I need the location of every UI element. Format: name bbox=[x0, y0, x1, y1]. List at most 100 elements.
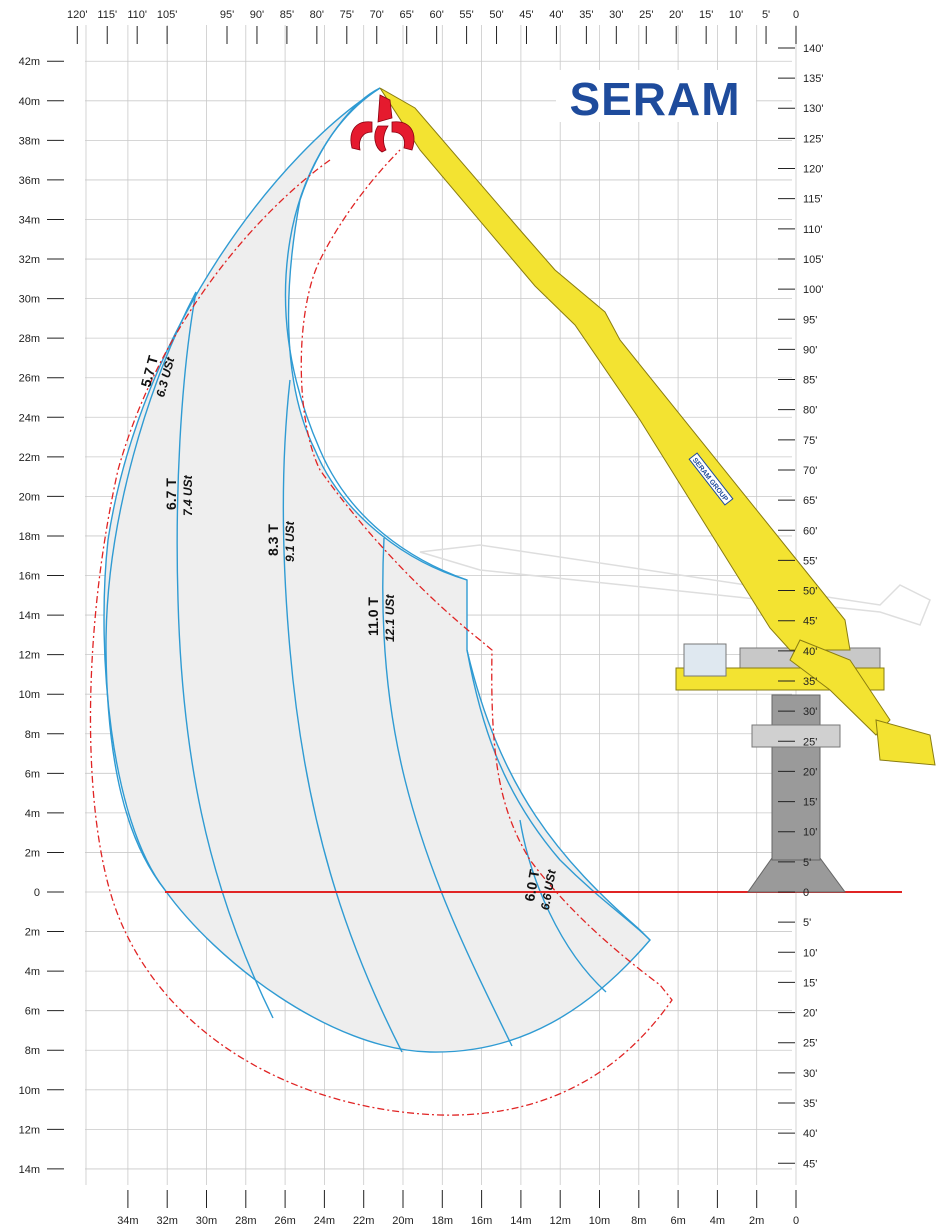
height-axis-metric: 42m 40m 38m 36m 34m 32m 30m 28m 26m 24m 22m 20m 18m 1… bbox=[19, 56, 64, 1176]
height-tick-feet-label: 20' bbox=[803, 766, 817, 778]
height-tick-label: 16m bbox=[19, 571, 40, 583]
height-tick-feet-label: 70' bbox=[803, 465, 817, 477]
height-tick-label: 10m bbox=[19, 1085, 40, 1097]
reach-tick-label: 30m bbox=[196, 1215, 217, 1227]
height-tick-feet-label: 50' bbox=[803, 586, 817, 598]
height-tick-feet-label: 15' bbox=[803, 977, 817, 989]
height-tick-label: 42m bbox=[19, 56, 40, 68]
height-tick-label: 24m bbox=[19, 412, 40, 424]
reach-tick-feet-label: 95' bbox=[220, 9, 234, 21]
capacity-8-3t-us-label: 9.1 USt bbox=[283, 520, 297, 562]
height-tick-feet-label: 85' bbox=[803, 375, 817, 387]
ghost-boom-silhouette bbox=[419, 544, 931, 626]
height-tick-feet-label: 0 bbox=[803, 887, 809, 899]
height-tick-label: 12m bbox=[19, 650, 40, 662]
capacity-line-8-3t bbox=[282, 379, 403, 1053]
reach-tick-feet-label: 0 bbox=[793, 9, 799, 21]
height-tick-feet-label: 45' bbox=[803, 616, 817, 628]
capacity-6-7t-us-label: 7.4 USt bbox=[181, 474, 195, 516]
reach-tick-label: 24m bbox=[314, 1215, 335, 1227]
height-tick-feet-label: 110' bbox=[803, 224, 823, 236]
reach-tick-feet-label: 60' bbox=[429, 9, 443, 21]
height-tick-label: 14m bbox=[19, 610, 40, 622]
height-tick-label: 18m bbox=[19, 531, 40, 543]
reach-tick-feet-label: 105' bbox=[157, 9, 177, 21]
height-axis-feet: 140' 135' 130' 125' 120' 115' 110' 105' 100' 95' 9… bbox=[778, 43, 823, 1170]
height-tick-feet-label: 30' bbox=[803, 1068, 817, 1080]
height-tick-label: 2m bbox=[25, 927, 40, 939]
height-tick-feet-label: 15' bbox=[803, 797, 817, 809]
height-tick-feet-label: 45' bbox=[803, 1158, 817, 1170]
reach-tick-feet-label: 30' bbox=[609, 9, 623, 21]
pedestal-column bbox=[771, 694, 821, 861]
height-tick-feet-label: 80' bbox=[803, 405, 817, 417]
height-tick-feet-label: 25' bbox=[803, 736, 817, 748]
reach-tick-feet-label: 40' bbox=[549, 9, 563, 21]
pedestal-platform bbox=[751, 724, 841, 748]
reach-tick-feet-label: 75' bbox=[340, 9, 354, 21]
height-tick-label: 8m bbox=[25, 1045, 40, 1057]
height-tick-label: 4m bbox=[25, 808, 40, 820]
reach-tick-label: 2m bbox=[749, 1215, 764, 1227]
reach-tick-label: 6m bbox=[670, 1215, 685, 1227]
height-tick-feet-label: 35' bbox=[803, 676, 817, 688]
height-tick-feet-label: 130' bbox=[803, 103, 823, 115]
reach-tick-label: 0 bbox=[793, 1215, 799, 1227]
capacity-line-5-7t bbox=[105, 291, 197, 891]
pedestal-base bbox=[747, 857, 846, 893]
reach-tick-label: 20m bbox=[392, 1215, 413, 1227]
height-tick-feet-label: 5' bbox=[803, 857, 811, 869]
height-tick-feet-label: 75' bbox=[803, 435, 817, 447]
capacity-6-7t-label: 6.7 T bbox=[163, 478, 179, 510]
height-tick-label: 38m bbox=[19, 135, 40, 147]
reach-tick-label: 4m bbox=[710, 1215, 725, 1227]
working-envelope-lower-boundary bbox=[466, 649, 651, 941]
reach-tick-feet-label: 25' bbox=[639, 9, 653, 21]
height-tick-feet-label: 20' bbox=[803, 1008, 817, 1020]
cabin bbox=[683, 643, 727, 677]
reach-tick-feet-label: 80' bbox=[310, 9, 324, 21]
counterweight-bucket bbox=[875, 719, 936, 766]
max-reach-limit-curve bbox=[89, 149, 673, 1116]
height-tick-label: 22m bbox=[19, 452, 40, 464]
reach-tick-label: 14m bbox=[510, 1215, 531, 1227]
reach-tick-feet-label: 15' bbox=[699, 9, 713, 21]
reach-axis-feet: 120' 115' 110' 105' 95' 90' 85' 80' 75' 70' 65' 60'… bbox=[67, 9, 799, 44]
capacity-11-0t-label: 11.0 T bbox=[365, 597, 381, 636]
height-tick-label: 20m bbox=[19, 491, 40, 503]
reach-tick-feet-label: 20' bbox=[669, 9, 683, 21]
reach-tick-feet-label: 35' bbox=[579, 9, 593, 21]
capacity-6-0t-label: 6.0 T bbox=[521, 868, 542, 903]
height-tick-feet-label: 30' bbox=[803, 706, 817, 718]
reach-tick-label: 10m bbox=[589, 1215, 610, 1227]
height-tick-label: 36m bbox=[19, 175, 40, 187]
height-tick-feet-label: 95' bbox=[803, 314, 817, 326]
boom-label-plate bbox=[688, 452, 734, 506]
height-tick-label: 0 bbox=[34, 887, 40, 899]
logo-background bbox=[556, 70, 756, 122]
height-tick-feet-label: 100' bbox=[803, 284, 823, 296]
height-tick-feet-label: 40' bbox=[803, 646, 817, 658]
height-tick-label: 6m bbox=[25, 1006, 40, 1018]
height-tick-feet-label: 10' bbox=[803, 827, 817, 839]
reach-tick-feet-label: 110' bbox=[127, 9, 147, 21]
height-tick-feet-label: 60' bbox=[803, 525, 817, 537]
height-tick-feet-label: 120' bbox=[803, 164, 823, 176]
reach-tick-label: 22m bbox=[353, 1215, 374, 1227]
reach-tick-label: 32m bbox=[156, 1215, 177, 1227]
height-tick-label: 6m bbox=[25, 768, 40, 780]
reach-tick-feet-label: 65' bbox=[400, 9, 414, 21]
working-envelope-inner-boundary bbox=[284, 87, 468, 581]
height-tick-label: 2m bbox=[25, 847, 40, 859]
capacity-11-0t-us-label: 12.1 USt bbox=[383, 594, 397, 642]
reach-tick-feet-label: 85' bbox=[280, 9, 294, 21]
reach-tick-label: 8m bbox=[631, 1215, 646, 1227]
height-tick-label: 10m bbox=[19, 689, 40, 701]
height-tick-feet-label: 10' bbox=[803, 947, 817, 959]
height-tick-label: 34m bbox=[19, 214, 40, 226]
height-tick-feet-label: 25' bbox=[803, 1038, 817, 1050]
reach-tick-label: 28m bbox=[235, 1215, 256, 1227]
height-tick-feet-label: 105' bbox=[803, 254, 823, 266]
height-tick-label: 26m bbox=[19, 373, 40, 385]
